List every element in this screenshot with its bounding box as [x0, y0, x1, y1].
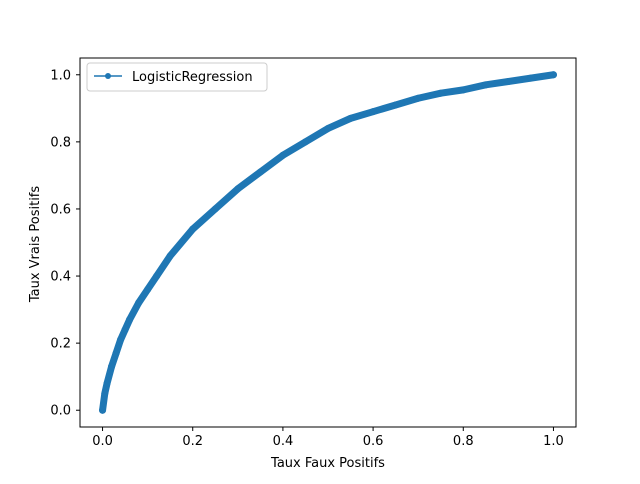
data-point [301, 138, 309, 146]
data-point [437, 89, 445, 97]
y-tick-label: 0.6 [50, 202, 71, 217]
legend: LogisticRegression [86, 62, 268, 92]
data-point [166, 252, 174, 260]
y-tick-label: 0.4 [50, 270, 71, 285]
data-point [527, 74, 535, 82]
y-tick-label: 0.0 [50, 404, 71, 419]
y-tick-label: 0.8 [50, 135, 71, 150]
axes-frame [79, 57, 577, 428]
x-axis-label: Taux Faux Positifs [270, 456, 385, 471]
x-tick-label: 0.0 [92, 434, 113, 449]
y-tick-label: 0.2 [50, 337, 71, 352]
plot-area [99, 71, 557, 414]
x-tick-label: 0.4 [273, 434, 294, 449]
data-point [211, 205, 219, 213]
data-point [135, 299, 143, 307]
data-point [459, 86, 467, 94]
data-point [324, 124, 332, 132]
legend-entry-logisticregression: LogisticRegression [132, 70, 253, 85]
data-point [549, 71, 557, 79]
data-point [392, 101, 400, 109]
data-point [103, 379, 111, 387]
y-tick-label: 1.0 [50, 68, 71, 83]
legend-box [86, 62, 268, 92]
data-point [117, 336, 125, 344]
data-point [112, 349, 120, 357]
x-tick-label: 0.2 [182, 434, 203, 449]
data-point [504, 77, 512, 85]
data-point [121, 326, 129, 334]
axes: 0.0 0.2 0.4 0.6 0.8 1.0 0.0 0.2 0.4 0.6 0.8 1.0 [50, 57, 577, 449]
data-point [99, 406, 107, 414]
data-point [482, 81, 490, 89]
data-point [144, 285, 152, 293]
data-point [256, 168, 264, 176]
data-point [101, 389, 109, 397]
data-point [414, 94, 422, 102]
x-tick-label: 0.6 [363, 434, 384, 449]
data-point [347, 114, 355, 122]
data-point [126, 316, 134, 324]
x-tick-label: 1.0 [543, 434, 564, 449]
data-point [234, 185, 242, 193]
data-point [369, 108, 377, 116]
legend-marker-swatch [105, 73, 111, 79]
data-point [108, 363, 116, 371]
data-point [189, 225, 197, 233]
x-tick-label: 0.8 [453, 434, 474, 449]
data-point [153, 272, 161, 280]
series-logisticregression [99, 71, 557, 414]
y-axis-label: Taux Vrais Positifs [28, 186, 43, 304]
data-point [279, 151, 287, 159]
